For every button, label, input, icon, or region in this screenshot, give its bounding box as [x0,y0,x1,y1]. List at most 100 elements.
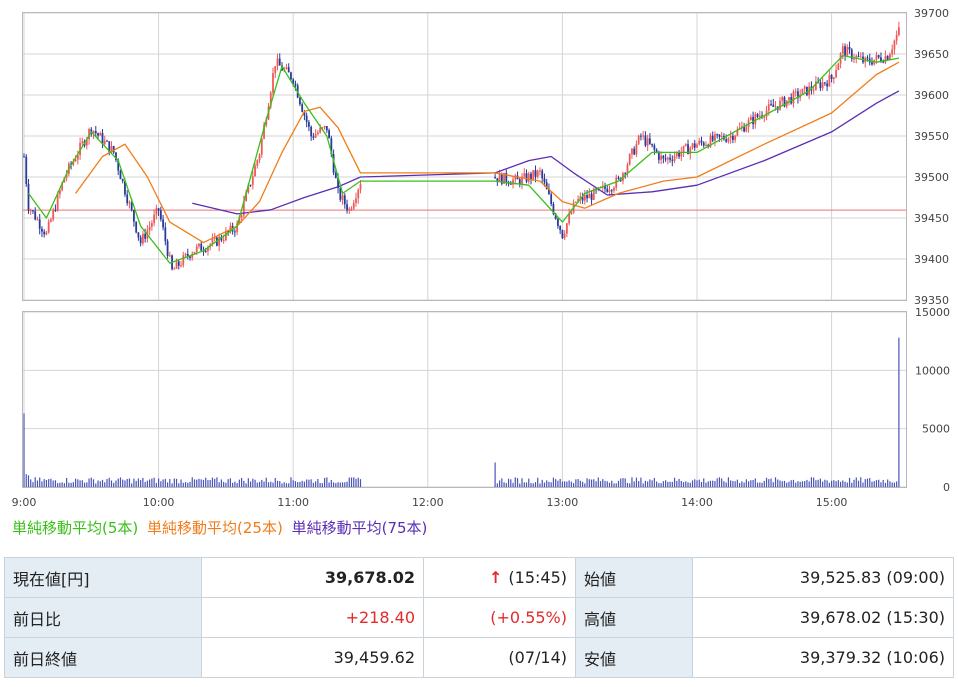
volume-bar [866,478,869,487]
candle-body [108,141,111,153]
volume-bar [301,480,303,487]
candle-body [225,231,227,240]
candle-body [81,141,84,143]
volume-bar [797,481,799,487]
candle-body [500,173,503,184]
time-tick-label: 11:00 [277,496,309,509]
candle-body [301,104,304,112]
candle-body [177,261,180,266]
volume-bar [777,479,779,487]
candle-body [36,219,39,221]
volume-bar [77,479,79,487]
candle-body [133,210,135,222]
volume-bar [761,482,763,487]
candle-body [130,202,133,211]
volume-bar [503,482,505,487]
candle-body [631,148,633,155]
candle-body [525,173,528,182]
candle-body [168,255,171,257]
candle-body [101,133,104,145]
candle-body [844,46,846,56]
volume-bar [577,479,579,487]
candle-body [294,83,297,86]
volume-bar [635,477,638,487]
volume-bar [30,479,32,487]
volume-bar [590,479,593,487]
candle-body [898,27,900,35]
legend-ma5: 単純移動平均(5本) [12,519,139,537]
candle-body [159,210,162,220]
change-percent: (+0.55%) [423,597,576,638]
volume-bar [891,482,893,487]
change-value: +218.40 [201,597,424,638]
candle-body [752,116,754,125]
legend-ma25: 単純移動平均(25本) [147,519,283,537]
volume-bar [48,479,50,487]
volume-tick-label: 0 [943,481,950,494]
candle-body [204,250,207,252]
volume-bar [851,482,853,487]
volume-bar [842,480,844,487]
candle-body [61,182,64,191]
candle-body [233,231,236,233]
candle-body [72,161,75,165]
volume-bar [857,480,860,487]
volume-bar [779,480,781,487]
candle-body [126,194,129,204]
candle-body [27,184,30,211]
candle-body [256,160,259,166]
candle-body [651,143,654,146]
price-tick-label: 39400 [914,253,949,266]
volume-bar [59,482,61,487]
candle-body [175,261,178,269]
volume-bar [790,480,792,487]
volume-bar [822,481,824,487]
ma25-line [75,61,900,244]
candle-body [238,217,241,224]
volume-bar [826,480,828,487]
volume-bar [106,479,108,487]
volume-bar [541,479,543,487]
volume-bar [133,478,135,487]
candle-body [236,223,239,233]
candle-body [655,149,658,153]
candle-body [590,193,593,200]
volume-bar [81,480,83,487]
candle-body [884,56,887,63]
candle-body [552,204,555,214]
candle-body [592,188,595,200]
volume-bar [285,483,288,487]
prev-close-value: 39,459.62 [201,637,424,678]
candle-body [310,126,313,137]
candle-body [819,82,822,89]
volume-bar [581,481,584,487]
volume-bar [579,480,581,487]
candle-body [848,46,851,50]
volume-bar [288,483,290,487]
candle-body [200,243,203,251]
candle-body [85,139,88,146]
candle-body [574,201,577,203]
candle-body [50,219,52,222]
volume-bar [714,480,716,487]
time-tick-label: 9:00 [12,496,37,509]
candle-body [191,253,194,258]
volume-bar [214,478,216,487]
candle-body [534,170,537,177]
volume-bar [34,477,36,487]
volume-bar [855,477,857,487]
candle-body [680,152,683,157]
volume-bar [258,481,261,487]
volume-bar [617,480,620,487]
candle-body [184,253,187,256]
candle-body [545,182,548,190]
volume-bar [355,478,357,487]
volume-bar [896,481,898,487]
volume-bar [193,479,196,487]
candle-body [258,154,261,161]
candle-body [781,97,784,101]
price-tick-label: 39700 [914,7,949,20]
candle-body [74,159,77,162]
volume-bar [254,479,256,487]
volume-bar [256,482,258,487]
